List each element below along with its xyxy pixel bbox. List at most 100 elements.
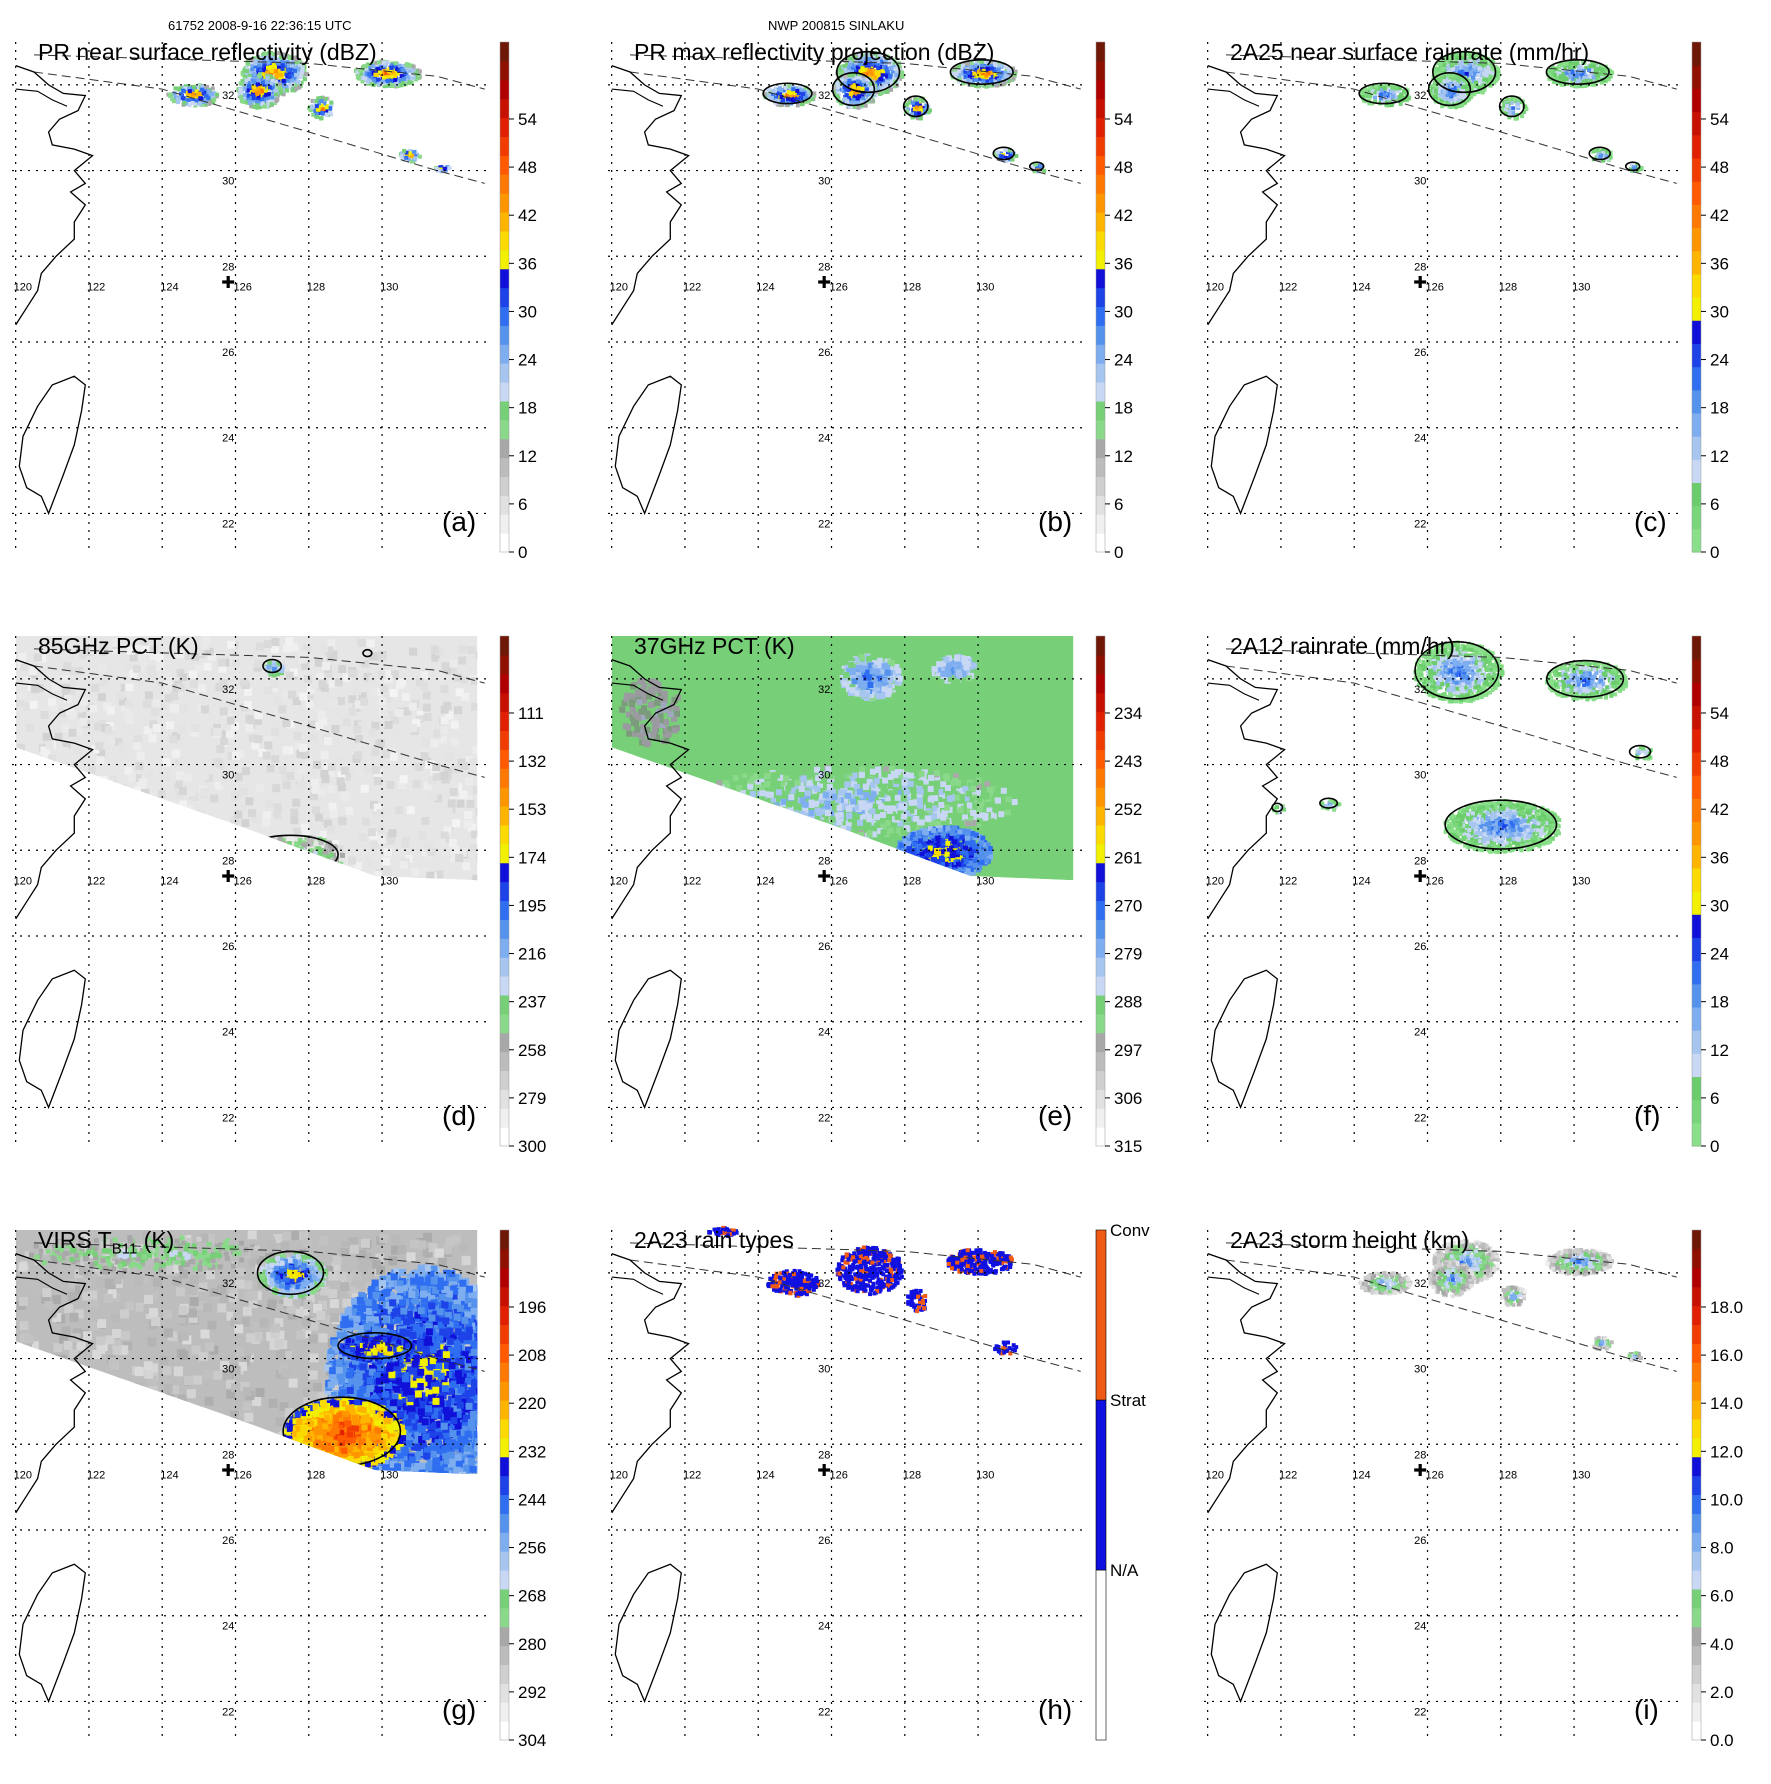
panel-label: (c): [1634, 506, 1667, 538]
data-cell: [227, 716, 235, 724]
data-cell: [1383, 86, 1387, 90]
data-cell: [147, 882, 155, 890]
data-cell: [94, 723, 102, 731]
data-cell: [857, 86, 861, 90]
lat-tick-label: 32: [1414, 90, 1426, 102]
colorbar-tick-label: 54: [1114, 110, 1133, 129]
data-cell: [458, 657, 466, 665]
data-cell: [215, 93, 219, 97]
data-cell: [283, 645, 291, 653]
data-cell: [376, 809, 384, 817]
panel-title: PR max reflectivity projection (dBZ): [634, 39, 994, 66]
data-cell: [156, 663, 164, 671]
data-cell: [261, 80, 265, 84]
lon-tick-label: 124: [160, 282, 178, 294]
data-cell: [1585, 79, 1589, 83]
data-cell: [422, 739, 430, 747]
data-cell: [455, 882, 463, 890]
data-cell: [262, 818, 270, 826]
data-cell: [22, 805, 30, 813]
data-cell: [84, 819, 92, 827]
data-cell: [274, 803, 282, 811]
data-cell: [31, 773, 39, 781]
data-cell: [192, 816, 200, 824]
data-cell: [248, 864, 256, 872]
data-cell: [857, 106, 861, 110]
data-cell: [274, 92, 278, 96]
data-cell: [266, 76, 270, 80]
data-cell: [222, 822, 230, 830]
data-cell: [34, 796, 42, 804]
colorbar-swatch: [1096, 99, 1105, 118]
data-cell: [221, 883, 229, 891]
data-cell: [915, 102, 919, 106]
lon-tick-label: 120: [610, 282, 628, 294]
colorbar-swatch: [500, 61, 509, 80]
data-cell: [188, 848, 196, 856]
data-cell: [190, 864, 198, 872]
data-cell: [35, 869, 43, 877]
data-cell: [166, 721, 174, 729]
data-cell: [1448, 93, 1452, 97]
data-cell: [16, 699, 24, 707]
data-cell: [476, 854, 484, 862]
data-cell: [97, 756, 105, 764]
colorbar-swatch: [500, 174, 509, 193]
colorbar-swatch: [1096, 42, 1105, 61]
data-cell: [879, 77, 883, 81]
data-cell: [974, 78, 978, 82]
data-cell: [124, 767, 132, 775]
colorbar-swatch: [1692, 181, 1701, 205]
data-cell: [128, 826, 136, 834]
data-cell: [1469, 70, 1473, 74]
data-cell: [305, 700, 313, 708]
data-cell: [254, 660, 262, 668]
data-cell: [181, 89, 185, 93]
data-cell: [364, 765, 372, 773]
panel-label: (a): [442, 506, 476, 538]
data-cell: [184, 774, 192, 782]
data-cell: [240, 860, 248, 868]
data-cell: [1374, 84, 1378, 88]
data-cell: [241, 831, 249, 839]
data-cell: [894, 73, 898, 77]
lat-tick-label: 32: [222, 90, 234, 102]
data-cell: [1443, 79, 1447, 83]
data-cell: [182, 101, 186, 105]
data-cell: [263, 837, 271, 845]
colorbar-swatch: [1096, 269, 1105, 288]
data-cell: [406, 75, 410, 79]
data-cell: [271, 638, 279, 646]
data-cell: [476, 807, 484, 815]
data-cell: [459, 645, 467, 653]
data-cell: [1481, 90, 1485, 94]
data-cell: [263, 811, 271, 819]
colorbar-swatch: [500, 155, 509, 174]
data-cell: [856, 96, 860, 100]
data-cell: [248, 101, 252, 105]
data-cell: [40, 828, 48, 836]
data-cell: [274, 69, 278, 73]
data-cell: [32, 863, 40, 871]
data-cell: [1459, 94, 1463, 98]
data-cell: [197, 810, 205, 818]
data-cell: [1451, 67, 1455, 71]
data-cell: [167, 812, 175, 820]
panel-title: 2A25 near surface rainrate (mm/hr): [1230, 39, 1589, 66]
colorbar-tick-label: 30: [518, 302, 537, 321]
data-cell: [18, 692, 26, 700]
data-cell: [328, 882, 336, 890]
data-cell: [444, 850, 452, 858]
data-cell: [1565, 77, 1569, 81]
data-cell: [264, 93, 268, 97]
data-cell: [30, 840, 38, 848]
data-cell: [241, 860, 249, 868]
colorbar-swatch: [1096, 363, 1105, 382]
data-cell: [195, 814, 203, 822]
lat-tick-label: 22: [1414, 518, 1426, 530]
data-cell: [329, 101, 333, 105]
data-cell: [955, 72, 959, 76]
data-cell: [1553, 73, 1557, 77]
